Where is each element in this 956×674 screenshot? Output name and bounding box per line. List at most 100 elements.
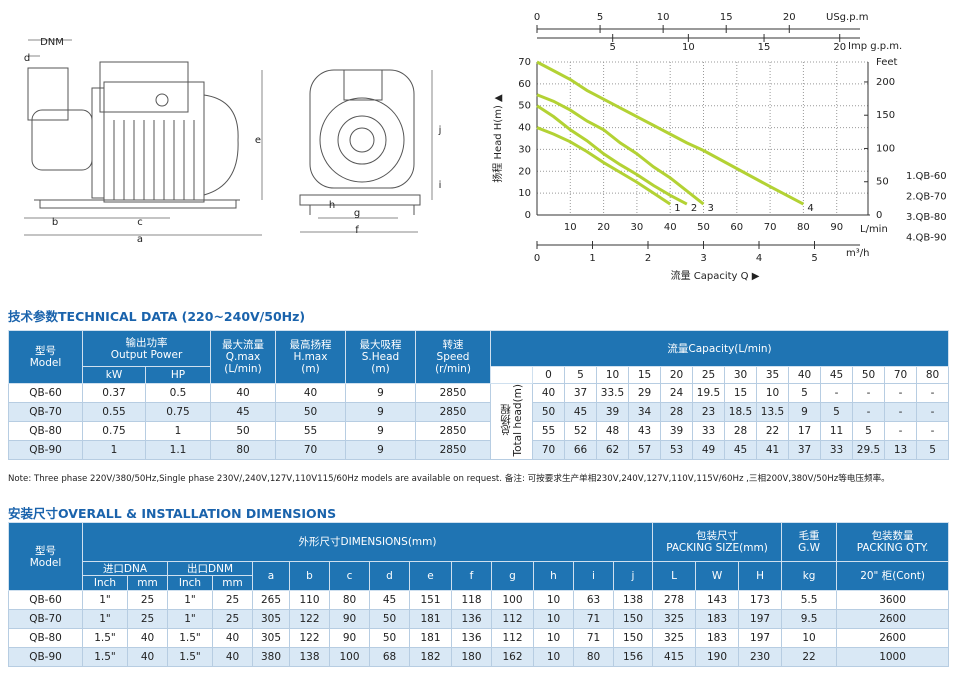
section-title: 安装尺寸OVERALL & INSTALLATION DIMENSIONS xyxy=(8,506,337,521)
figure-area: DNM d e b c a h g f i j 0102030405060701… xyxy=(24,12,947,282)
data-row: QB-80 1.5" 40 1.5" 40 305 122 90 50 181 136 112 10 71… xyxy=(8,628,950,648)
aux-tick-label: 15 xyxy=(720,12,733,23)
data-cell: 10 xyxy=(756,383,789,403)
data-cell: QB-70 xyxy=(8,402,83,422)
data-cell: 415 xyxy=(652,647,697,667)
header-cell: mm xyxy=(212,575,253,591)
capacity-cell: 5 xyxy=(564,366,597,384)
data-cell: 150 xyxy=(612,609,654,629)
data-cell: - xyxy=(915,421,950,441)
capacity-cell: 40 xyxy=(788,366,821,384)
base xyxy=(34,199,240,209)
data-cell: 50 xyxy=(369,609,410,629)
x-tick-label: 60 xyxy=(730,222,743,233)
data-cell: 52 xyxy=(564,421,597,441)
capacity-cell: 20 xyxy=(660,366,693,384)
data-cell: 10 xyxy=(781,628,838,648)
dim-label: d xyxy=(24,53,30,64)
header-cell: 转速 Speed (r/min) xyxy=(415,330,491,384)
dim-label: j xyxy=(438,125,442,136)
data-cell: 0.75 xyxy=(145,402,211,422)
data-cell: - xyxy=(884,383,917,403)
data-cell: 28 xyxy=(660,402,693,422)
data-cell: 1" xyxy=(82,590,128,610)
data-cell: 181 xyxy=(409,609,452,629)
data-cell: 112 xyxy=(491,628,534,648)
curve-label: 1 xyxy=(674,203,680,214)
data-row: QB-60 1" 25 1" 25 265 110 80 45 151 118 100 10 63 138 2… xyxy=(8,590,950,610)
data-cell: 0.5 xyxy=(145,383,211,403)
y-tick-label: 10 xyxy=(518,188,531,199)
data-cell: 2850 xyxy=(415,402,491,422)
y-tick-label: 20 xyxy=(518,166,531,177)
data-cell: 45 xyxy=(369,590,410,610)
data-cell: 0.55 xyxy=(82,402,146,422)
data-cell: 90 xyxy=(329,628,370,648)
aux-tick-label: 10 xyxy=(682,42,695,53)
dimensions-table: 型号 Model 外形尺寸DIMENSIONS(mm) 包装尺寸 PACKING S… xyxy=(8,522,950,667)
y2-tick-label: 200 xyxy=(876,77,895,88)
dim-label: i xyxy=(439,180,442,191)
motor-body xyxy=(103,81,205,203)
data-cell: 173 xyxy=(738,590,783,610)
motor-cover xyxy=(203,94,239,196)
data-cell: 90 xyxy=(329,609,370,629)
data-cell: 5 xyxy=(915,440,950,460)
data-cell: 71 xyxy=(573,628,614,648)
note: Note: Three phase 220V/380/50Hz,Single p… xyxy=(8,474,890,484)
data-cell: 50 xyxy=(369,628,410,648)
header-cell: 型号 Model xyxy=(8,330,83,384)
data-cell: 5 xyxy=(852,421,885,441)
data-cell: 9.5 xyxy=(781,609,838,629)
x-tick-label: 20 xyxy=(597,222,610,233)
data-cell: 25 xyxy=(212,609,253,629)
data-cell: 100 xyxy=(491,590,534,610)
section-title: 技术参数TECHNICAL DATA (220~240V/50Hz) xyxy=(8,309,306,324)
data-cell: 40 xyxy=(212,628,253,648)
header-cell: b xyxy=(289,561,330,591)
data-cell: 9 xyxy=(345,383,416,403)
dim-label: g xyxy=(354,208,360,219)
data-cell: 10 xyxy=(533,647,574,667)
y2-tick-label: 50 xyxy=(876,177,889,188)
data-cell: 9 xyxy=(345,440,416,460)
header-cell: W xyxy=(695,561,740,591)
capacity-cell: 80 xyxy=(915,366,950,384)
legend-entry: 3.QB-80 xyxy=(906,212,947,223)
aux-tick-label: 5 xyxy=(609,42,615,53)
header-cell: h xyxy=(533,561,574,591)
dim-label: h xyxy=(329,200,335,211)
data-cell: 33 xyxy=(692,421,725,441)
y2-tick-label: 100 xyxy=(876,143,895,154)
aux-tick-label: 2 xyxy=(645,253,651,264)
aux-tick-label: 15 xyxy=(758,42,771,53)
front-inlet xyxy=(337,115,387,165)
y-tick-label: 30 xyxy=(518,144,531,155)
data-row: QB-90 1 1.1 80 70 9 2850 70 66 62 57 53 49 45 41 37 33 29… xyxy=(8,440,950,460)
data-cell: 24 xyxy=(660,383,693,403)
data-cell: 197 xyxy=(738,628,783,648)
data-cell: 1 xyxy=(145,421,211,441)
capacity-cell: 70 xyxy=(884,366,917,384)
dim-label: e xyxy=(255,135,261,146)
data-cell: 71 xyxy=(573,609,614,629)
data-cell: 1" xyxy=(167,590,213,610)
data-cell: 162 xyxy=(491,647,534,667)
front-outlet xyxy=(343,69,383,101)
capacity-cell: 30 xyxy=(724,366,757,384)
data-cell: 122 xyxy=(289,628,330,648)
head-label-cell: 总扬程 Total head(m) xyxy=(490,383,533,460)
flange xyxy=(91,87,105,199)
header-cell: 包装尺寸 PACKING SIZE(mm) xyxy=(652,522,783,562)
data-cell: 40 xyxy=(275,383,346,403)
data-cell: 10 xyxy=(533,609,574,629)
data-cell: 15 xyxy=(724,383,757,403)
legend-entry: 2.QB-70 xyxy=(906,192,947,203)
data-cell: 40 xyxy=(127,647,168,667)
header-row: kW HP 0 5 10 15 20 25 30 35 40 45 50 70 80 xyxy=(9,366,950,384)
data-cell: 41 xyxy=(756,440,789,460)
dim-label: a xyxy=(137,234,143,245)
aux-tick-label: 0 xyxy=(534,12,540,23)
y2-tick-label: 150 xyxy=(876,110,895,121)
header-cell: 出口DNM xyxy=(167,561,253,576)
